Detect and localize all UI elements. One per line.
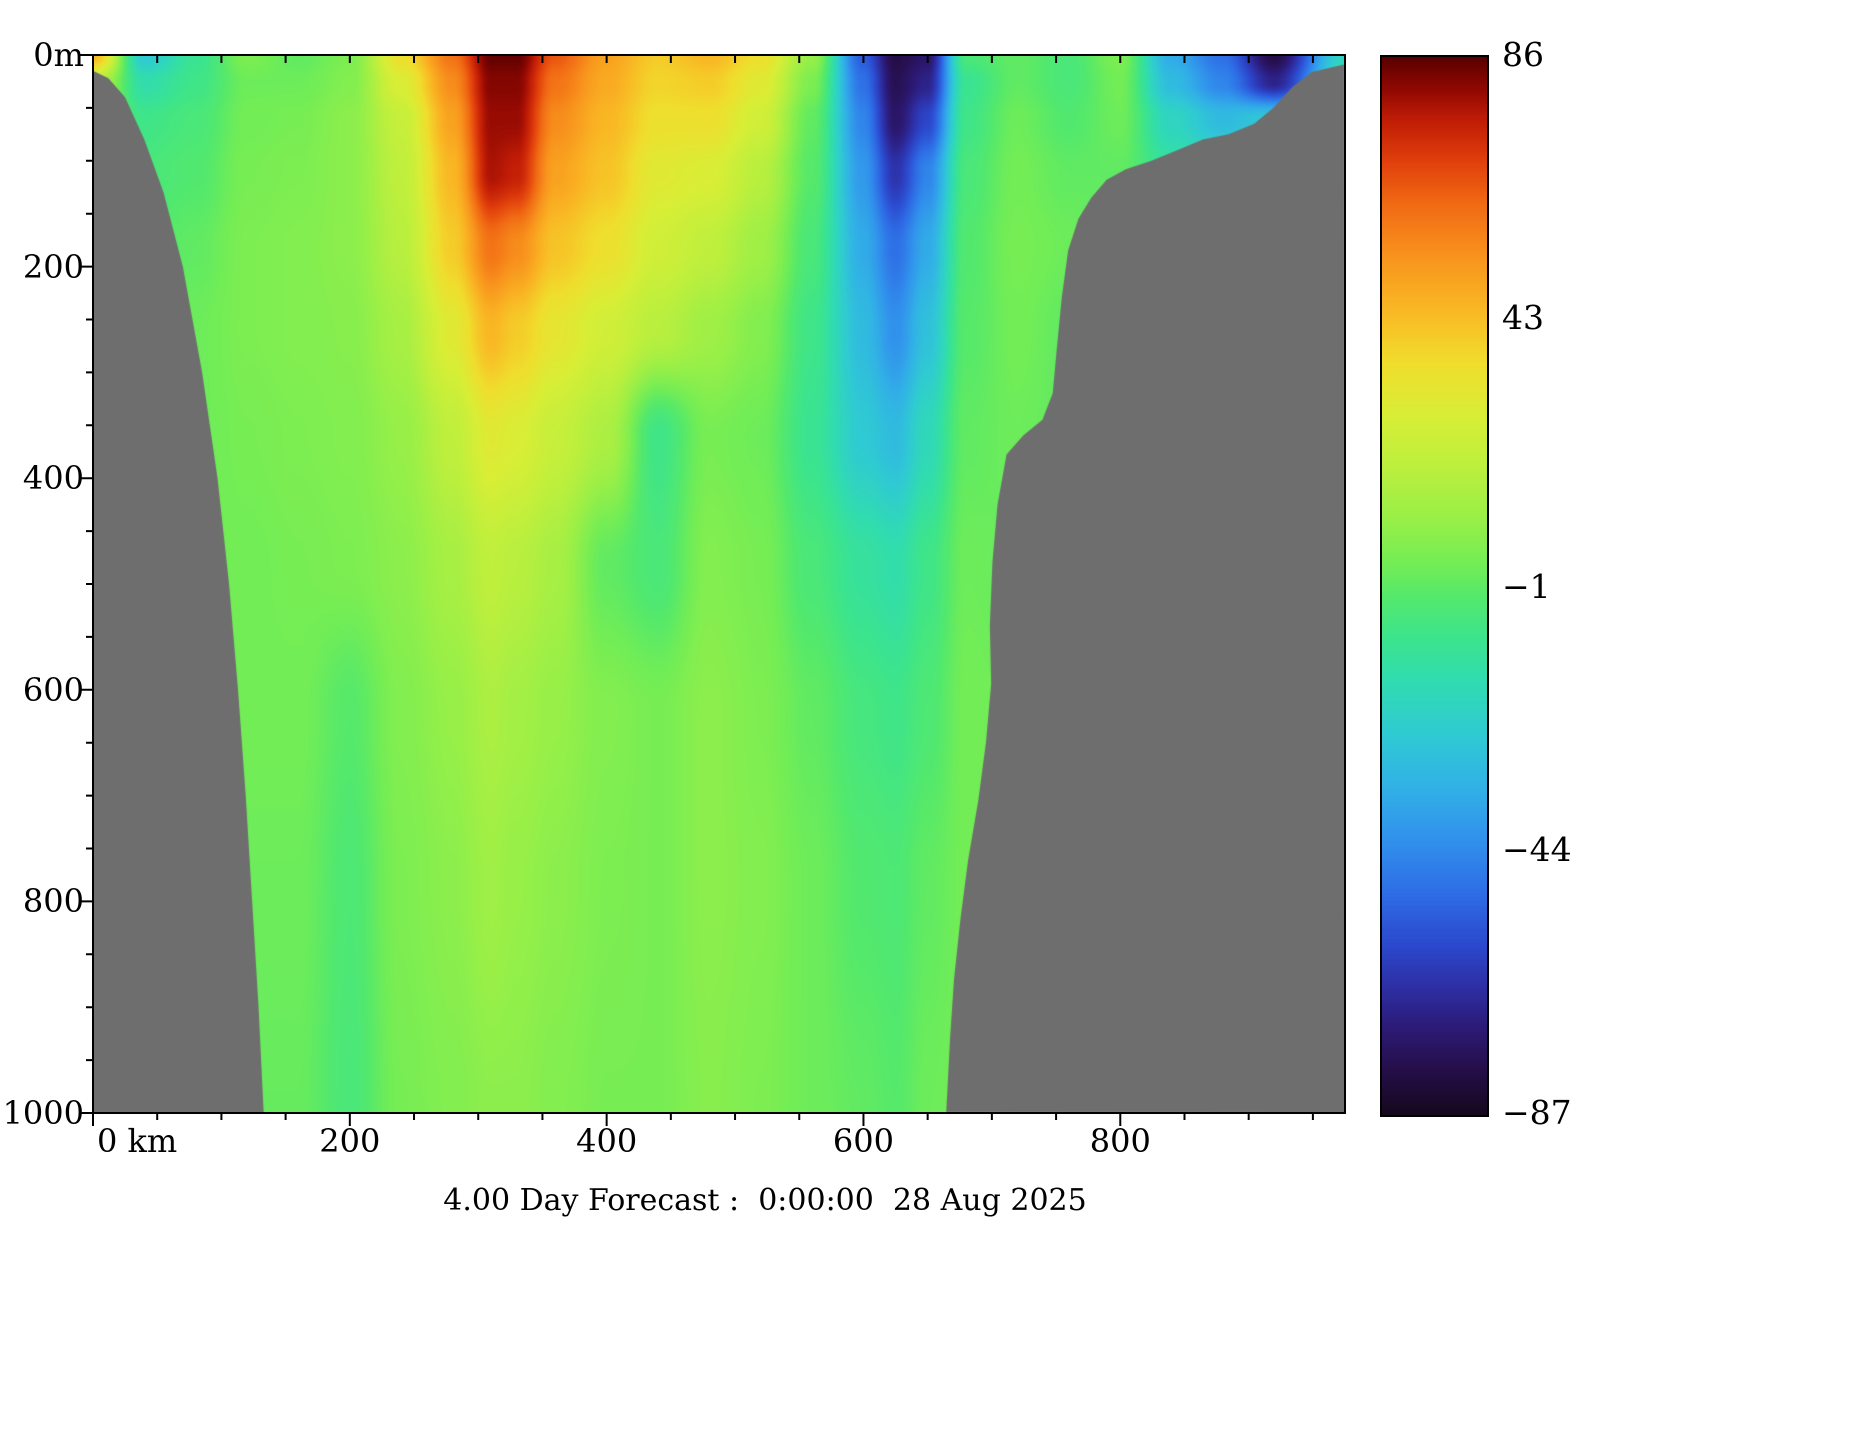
y-axis-tick-label: 600 [22,670,84,709]
colorbar-tick-label: −44 [1502,830,1572,870]
x-axis-tick-label: 400 [576,1122,638,1160]
colorbar-tick-label: −1 [1502,567,1551,607]
x-axis-tick-label: 600 [832,1122,894,1160]
y-axis-tick-label: 200 [22,247,84,286]
section-heatmap-canvas [93,55,1345,1113]
colorbar-tick-label: 86 [1502,35,1544,74]
y-axis-tick-label: 0m [33,36,84,74]
x-axis-tick-label: 200 [319,1122,381,1160]
x-axis-tick-label: 0 km [97,1122,178,1160]
y-axis-tick-label: 400 [22,459,84,498]
colorbar [1380,55,1489,1117]
colorbar-tick-label: −87 [1502,1093,1572,1132]
x-axis-tick-label: 800 [1089,1122,1151,1160]
y-axis-tick-label: 800 [22,882,84,921]
colorbar-tick-label: 43 [1502,297,1544,337]
caption: 4.00 Day Forecast : 0:00:00 28 Aug 2025 [443,1183,1087,1218]
y-axis-tick-label: 1000 [2,1094,84,1132]
